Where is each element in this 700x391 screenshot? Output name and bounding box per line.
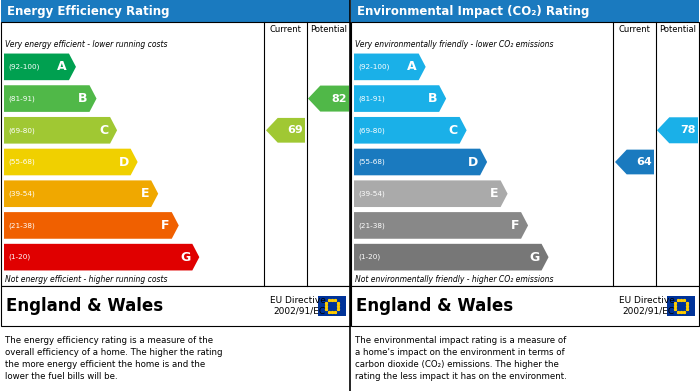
Text: Potential: Potential — [310, 25, 347, 34]
Text: E: E — [141, 187, 149, 200]
Text: 82: 82 — [332, 93, 347, 104]
Text: C: C — [99, 124, 108, 137]
Text: G: G — [180, 251, 190, 264]
Polygon shape — [4, 212, 178, 239]
Polygon shape — [4, 244, 199, 271]
Bar — [351, 22, 699, 286]
Polygon shape — [354, 117, 467, 143]
Polygon shape — [354, 244, 549, 271]
Text: B: B — [428, 92, 438, 105]
Text: England & Wales: England & Wales — [6, 297, 163, 315]
Text: The environmental impact rating is a measure of
a home's impact on the environme: The environmental impact rating is a mea… — [355, 336, 567, 381]
Polygon shape — [354, 54, 426, 80]
Text: (39-54): (39-54) — [358, 190, 385, 197]
Text: Very energy efficient - lower running costs: Very energy efficient - lower running co… — [5, 40, 167, 49]
Text: E: E — [490, 187, 498, 200]
Text: (55-68): (55-68) — [358, 159, 385, 165]
Text: (81-91): (81-91) — [8, 95, 35, 102]
Text: Very environmentally friendly - lower CO₂ emissions: Very environmentally friendly - lower CO… — [355, 40, 554, 49]
Text: A: A — [57, 60, 67, 74]
Polygon shape — [4, 149, 138, 175]
Polygon shape — [308, 86, 349, 111]
Text: Environmental Impact (CO₂) Rating: Environmental Impact (CO₂) Rating — [357, 5, 589, 18]
Text: D: D — [118, 156, 129, 169]
Text: D: D — [468, 156, 478, 169]
Text: A: A — [407, 60, 416, 74]
Text: The energy efficiency rating is a measure of the
overall efficiency of a home. T: The energy efficiency rating is a measur… — [5, 336, 223, 381]
Polygon shape — [615, 150, 654, 174]
Text: (21-38): (21-38) — [8, 222, 35, 229]
Text: (92-100): (92-100) — [358, 64, 389, 70]
Polygon shape — [354, 180, 508, 207]
Text: F: F — [510, 219, 519, 232]
Text: Not environmentally friendly - higher CO₂ emissions: Not environmentally friendly - higher CO… — [355, 275, 554, 284]
Polygon shape — [354, 212, 528, 239]
Text: 69: 69 — [287, 125, 303, 135]
Bar — [351, 286, 699, 326]
Text: England & Wales: England & Wales — [356, 297, 513, 315]
Polygon shape — [266, 118, 305, 143]
Text: Energy Efficiency Rating: Energy Efficiency Rating — [7, 5, 169, 18]
Polygon shape — [4, 85, 97, 112]
Bar — [318, 296, 346, 316]
Text: (1-20): (1-20) — [358, 254, 380, 260]
Bar — [1, 0, 350, 22]
Text: B: B — [78, 92, 88, 105]
Text: Current: Current — [270, 25, 302, 34]
Polygon shape — [657, 117, 698, 143]
Text: EU Directive
2002/91/EC: EU Directive 2002/91/EC — [270, 296, 326, 316]
Polygon shape — [4, 54, 76, 80]
Text: (81-91): (81-91) — [358, 95, 385, 102]
Text: 64: 64 — [636, 157, 652, 167]
Bar — [667, 296, 695, 316]
Text: (55-68): (55-68) — [8, 159, 35, 165]
Text: Potential: Potential — [659, 25, 696, 34]
Text: Current: Current — [619, 25, 650, 34]
Text: G: G — [529, 251, 540, 264]
Text: F: F — [161, 219, 170, 232]
Text: (39-54): (39-54) — [8, 190, 35, 197]
Bar — [351, 0, 699, 22]
Text: 78: 78 — [680, 125, 696, 135]
Polygon shape — [354, 149, 487, 175]
Text: Not energy efficient - higher running costs: Not energy efficient - higher running co… — [5, 275, 167, 284]
Text: C: C — [449, 124, 458, 137]
Text: (92-100): (92-100) — [8, 64, 39, 70]
Polygon shape — [4, 117, 117, 143]
Text: (1-20): (1-20) — [8, 254, 30, 260]
Text: (69-80): (69-80) — [358, 127, 385, 134]
Bar — [1, 22, 350, 286]
Polygon shape — [354, 85, 446, 112]
Text: EU Directive
2002/91/EC: EU Directive 2002/91/EC — [619, 296, 675, 316]
Text: (21-38): (21-38) — [358, 222, 385, 229]
Text: (69-80): (69-80) — [8, 127, 35, 134]
Polygon shape — [4, 180, 158, 207]
Bar — [1, 286, 350, 326]
